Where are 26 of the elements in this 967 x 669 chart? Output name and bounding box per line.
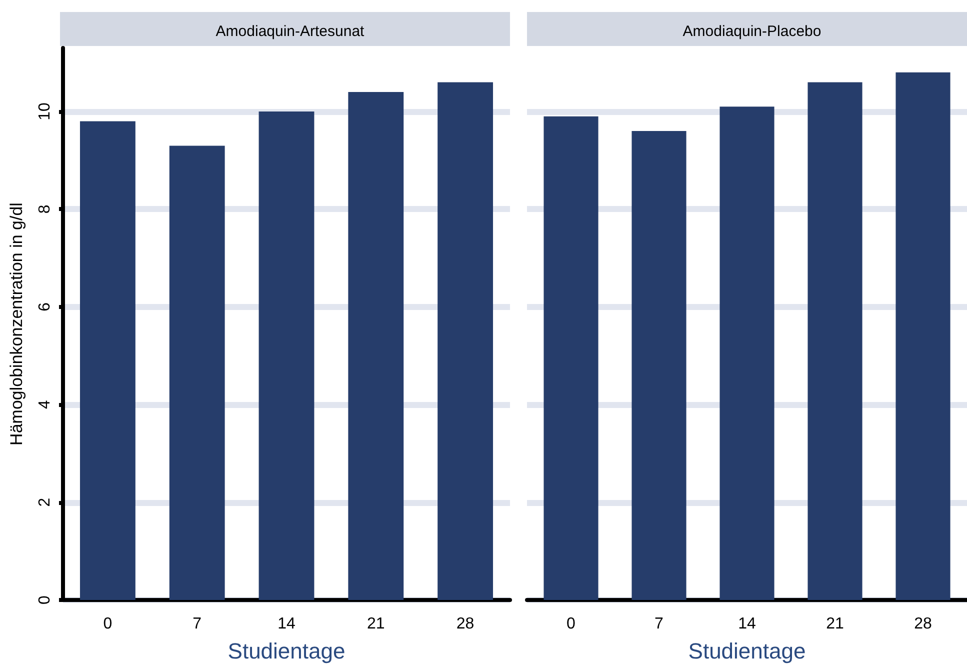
x-axis-title: Studientage — [228, 638, 346, 664]
x-axis-title: Studientage — [688, 638, 806, 664]
x-tick-label: 0 — [566, 616, 576, 632]
x-tick-label: 28 — [914, 616, 932, 632]
x-tick-label: 28 — [456, 616, 474, 632]
y-tick-label: 0 — [36, 595, 54, 604]
bar — [348, 92, 404, 600]
x-tick-label: 7 — [654, 616, 664, 632]
chart-title: Amodiaquin-Placebo — [682, 23, 822, 40]
x-tick-label: 14 — [278, 616, 296, 632]
x-tick-label: 21 — [826, 616, 844, 632]
y-tick-label: 8 — [36, 204, 54, 214]
chart-title: Amodiaquin-Artesunat — [216, 23, 366, 40]
y-tick-label: 10 — [36, 102, 54, 120]
y-axis-title: Hämoglobinkonzentration in g/dl — [7, 202, 26, 446]
x-tick-label: 0 — [103, 616, 112, 632]
y-tick-label: 2 — [36, 498, 54, 507]
x-tick-label: 21 — [367, 616, 385, 632]
bar — [438, 82, 494, 600]
bar — [258, 112, 314, 600]
x-tick-label: 7 — [192, 616, 202, 632]
x-tick-label: 14 — [738, 616, 756, 632]
bar — [169, 146, 225, 600]
bar — [80, 121, 136, 600]
y-tick-label: 6 — [36, 302, 54, 312]
y-tick-label: 4 — [36, 400, 54, 410]
